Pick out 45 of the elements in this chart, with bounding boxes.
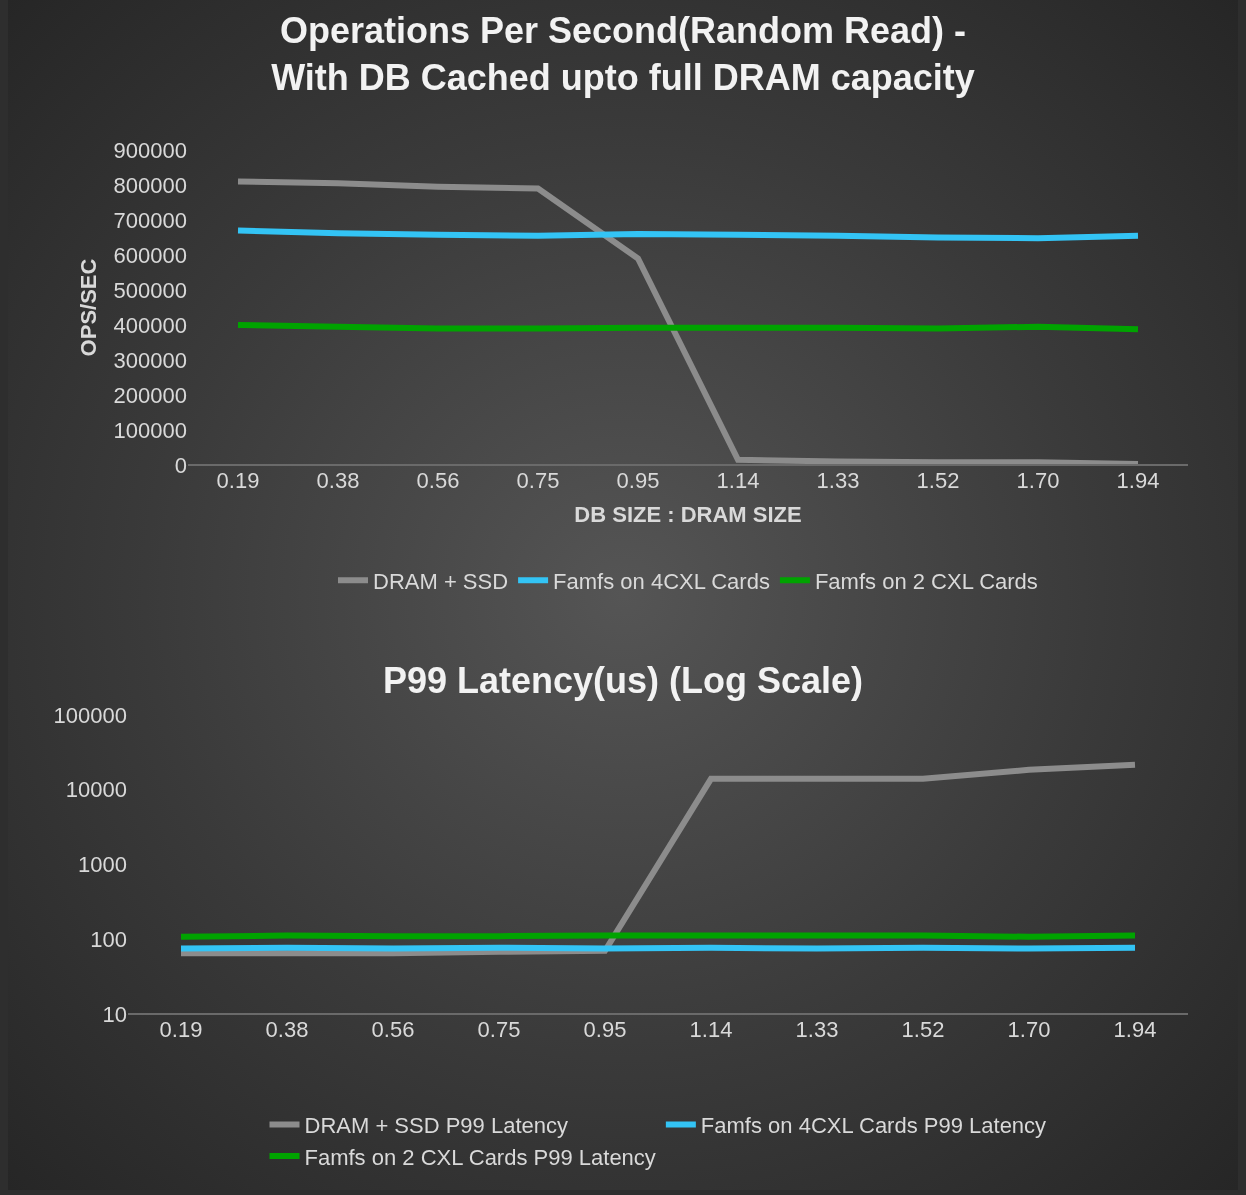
x-tick-label: 0.38 xyxy=(265,1017,309,1042)
y-tick-label: 100 xyxy=(90,926,127,952)
x-tick-label: 0.56 xyxy=(416,468,460,493)
x-tick-label: 1.14 xyxy=(716,468,760,493)
x-tick-label: 0.38 xyxy=(316,468,360,493)
x-tick-label: 1.14 xyxy=(689,1017,733,1042)
y-tick-label: 900000 xyxy=(113,137,187,163)
y-tick-label: 800000 xyxy=(113,172,187,198)
legend-label: DRAM + SSD P99 Latency xyxy=(304,1113,569,1139)
legend-label: Famfs on 4CXL Cards P99 Latency xyxy=(700,1113,1047,1139)
x-tick-label: 0.19 xyxy=(216,468,260,493)
x-tick-label: 1.70 xyxy=(1007,1017,1051,1042)
y-tick-label: 0 xyxy=(174,452,187,478)
legend-label: Famfs on 4CXL Cards xyxy=(553,568,770,594)
x-tick-label: 0.95 xyxy=(616,468,660,493)
legend-label: Famfs on 2 CXL Cards P99 Latency xyxy=(304,1144,656,1170)
y-tick-label: 100000 xyxy=(113,417,187,443)
x-axis-title: DB SIZE : DRAM SIZE xyxy=(574,501,802,527)
x-tick-label: 0.56 xyxy=(371,1017,415,1042)
y-tick-label: 1000 xyxy=(78,852,127,878)
chart-title: P99 Latency(us) (Log Scale) xyxy=(382,660,864,702)
x-tick-label: 1.94 xyxy=(1113,1017,1157,1042)
x-tick-label: 0.95 xyxy=(583,1017,627,1042)
y-tick-label: 10000 xyxy=(65,777,127,803)
y-tick-label: 700000 xyxy=(113,207,187,233)
y-tick-label: 300000 xyxy=(113,347,187,373)
legend-label: DRAM + SSD xyxy=(373,568,509,594)
y-axis-title: OPS/SEC xyxy=(76,258,102,357)
x-tick-label: 0.75 xyxy=(516,468,560,493)
x-tick-label: 0.19 xyxy=(159,1017,203,1042)
y-tick-label: 500000 xyxy=(113,277,187,303)
legend-label: Famfs on 2 CXL Cards xyxy=(814,568,1038,594)
x-tick-label: 1.70 xyxy=(1016,468,1060,493)
y-tick-label: 10 xyxy=(102,1001,127,1027)
chart-title: Operations Per Second(Random Read) - With DB Cached upto full DRAM capacity xyxy=(271,10,975,98)
x-tick-label: 1.52 xyxy=(916,468,960,493)
x-tick-label: 1.33 xyxy=(816,468,860,493)
y-tick-label: 100000 xyxy=(53,702,127,728)
y-tick-label: 400000 xyxy=(113,312,187,338)
y-tick-label: 600000 xyxy=(113,242,187,268)
x-tick-label: 1.33 xyxy=(795,1017,839,1042)
y-tick-label: 200000 xyxy=(113,382,187,408)
x-tick-label: 1.52 xyxy=(901,1017,945,1042)
x-tick-label: 1.94 xyxy=(1116,468,1160,493)
x-tick-label: 0.75 xyxy=(477,1017,521,1042)
